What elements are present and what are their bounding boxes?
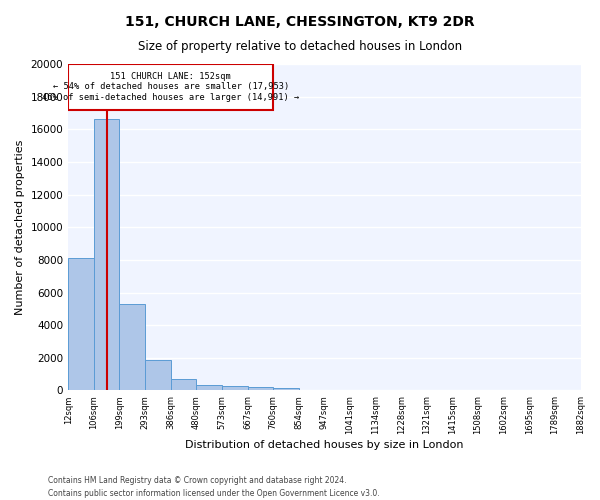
X-axis label: Distribution of detached houses by size in London: Distribution of detached houses by size … (185, 440, 464, 450)
Bar (68, 258, 94, 390)
Bar (119, 304, 145, 390)
Text: 151 CHURCH LANE: 152sqm
← 54% of detached houses are smaller (17,953)
46% of sem: 151 CHURCH LANE: 152sqm ← 54% of detache… (42, 72, 299, 102)
Text: Size of property relative to detached houses in London: Size of property relative to detached ho… (138, 40, 462, 53)
Bar (145, 360, 170, 390)
Bar (248, 387, 273, 390)
Text: Contains HM Land Registry data © Crown copyright and database right 2024.: Contains HM Land Registry data © Crown c… (48, 476, 347, 485)
Y-axis label: Number of detached properties: Number of detached properties (15, 140, 25, 315)
Bar (170, 380, 196, 390)
Text: Contains public sector information licensed under the Open Government Licence v3: Contains public sector information licen… (48, 488, 380, 498)
Text: 151, CHURCH LANE, CHESSINGTON, KT9 2DR: 151, CHURCH LANE, CHESSINGTON, KT9 2DR (125, 15, 475, 29)
Bar (196, 384, 222, 390)
Bar (94, 120, 119, 390)
FancyBboxPatch shape (68, 64, 273, 110)
Bar (222, 386, 248, 390)
Bar (273, 388, 299, 390)
